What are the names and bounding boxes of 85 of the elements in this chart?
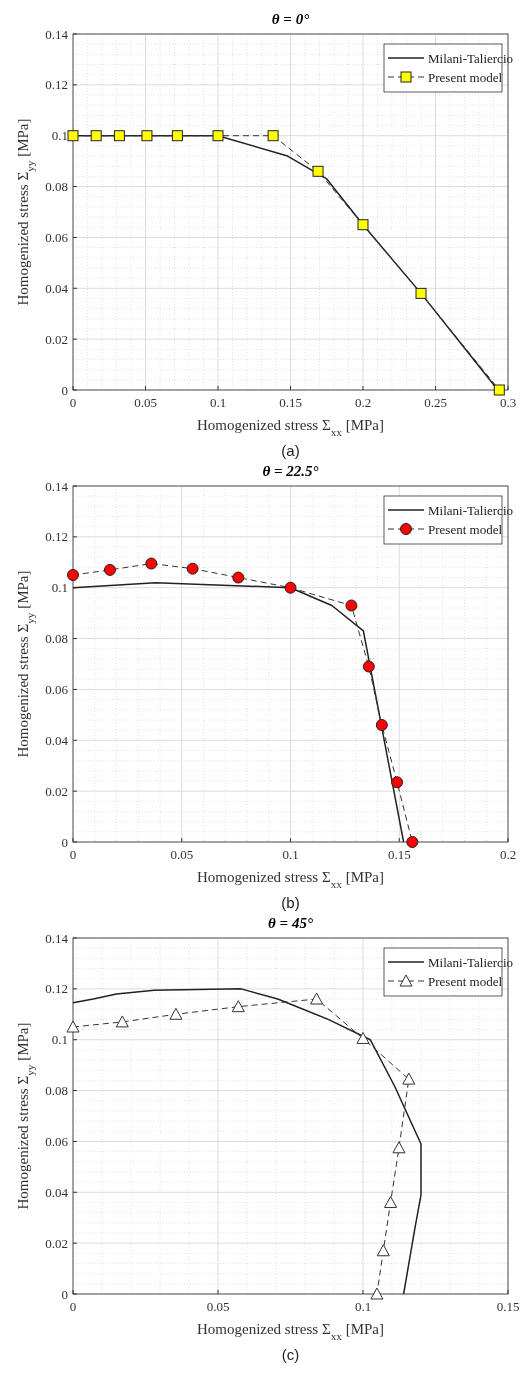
point <box>406 836 419 848</box>
y-tick-label: 0.14 <box>45 478 69 494</box>
point <box>362 660 375 673</box>
text: (b) <box>281 894 300 911</box>
x-axis-title: Homogenized stress Σ$_{xx}$ [MPa] <box>196 869 385 890</box>
legend-label: Milani-Taliercio <box>428 50 514 66</box>
x-axis-title: Homogenized stress Σ$_{xx}$ [MPa] <box>196 1321 385 1342</box>
point <box>67 569 79 581</box>
point <box>171 130 183 142</box>
point <box>141 130 153 142</box>
y-tick-label: 0 <box>61 834 68 850</box>
y-tick-label: 0 <box>61 382 68 398</box>
x-tick-label: 0.15 <box>496 1299 520 1314</box>
point <box>415 287 427 299</box>
chart-title: θ = 22.5° <box>262 463 319 479</box>
y-tick-label: 0.04 <box>45 1184 69 1200</box>
point <box>90 130 102 142</box>
legend-label: Present model <box>428 521 503 537</box>
point <box>375 719 388 732</box>
point <box>113 130 125 142</box>
y-tick-label: 0.04 <box>45 280 69 296</box>
y-tick-label: 0.04 <box>45 732 69 748</box>
y-tick-label: 0.06 <box>45 681 69 697</box>
point <box>356 1031 370 1044</box>
point <box>312 165 324 177</box>
chart-title: θ = 45° <box>268 915 313 931</box>
x-tick-label: 0.15 <box>387 847 411 862</box>
y-tick-label: 0.12 <box>45 77 68 93</box>
y-tick-label: 0 <box>61 1286 68 1302</box>
point <box>357 219 369 231</box>
x-tick-label: 0.1 <box>282 847 299 862</box>
y-tick-label: 0.1 <box>51 1032 68 1048</box>
x-axis-title: Homogenized stress Σ$_{xx}$ [MPa] <box>196 417 385 438</box>
y-tick-label: 0.1 <box>51 128 68 144</box>
point <box>267 130 279 142</box>
y-tick-label: 0.06 <box>45 229 69 245</box>
point <box>493 384 505 396</box>
point <box>391 776 404 789</box>
x-tick-label: 0.05 <box>134 395 157 410</box>
x-tick-label: 0.2 <box>499 847 517 862</box>
point <box>212 130 224 142</box>
legend-label: Milani-Taliercio <box>428 502 514 518</box>
legend-label: Present model <box>428 973 503 989</box>
y-tick-label: 0.14 <box>45 26 69 42</box>
x-tick-label: 0.1 <box>354 1299 372 1314</box>
point <box>384 1195 398 1208</box>
y-tick-label: 0.06 <box>45 1133 69 1149</box>
x-tick-label: 0.3 <box>499 395 517 410</box>
point <box>392 1141 406 1154</box>
y-tick-label: 0.08 <box>45 179 68 195</box>
x-tick-label: 0.05 <box>170 847 194 862</box>
point <box>232 571 245 584</box>
point <box>370 1287 384 1300</box>
text: (a) <box>281 442 300 459</box>
legend-label: Present model <box>428 69 503 85</box>
point <box>231 1000 245 1013</box>
point <box>310 992 324 1005</box>
x-tick-label: 0.25 <box>424 395 447 410</box>
point <box>115 1015 129 1028</box>
y-tick-label: 0.12 <box>45 981 68 997</box>
point <box>402 1072 416 1085</box>
y-tick-label: 0.14 <box>45 930 69 946</box>
x-tick-label: 0.2 <box>354 395 372 410</box>
x-tick-label: 0.15 <box>279 395 302 410</box>
point <box>145 557 158 570</box>
y-tick-label: 0.02 <box>45 331 68 347</box>
point <box>67 130 79 142</box>
y-tick-label: 0.08 <box>45 1083 68 1099</box>
point <box>186 562 199 575</box>
y-tick-label: 0.08 <box>45 631 68 647</box>
y-tick-label: 0.1 <box>51 580 68 596</box>
point <box>376 1244 390 1257</box>
x-tick-label: 0.1 <box>209 395 227 410</box>
x-tick-label: 0.05 <box>206 1299 230 1314</box>
y-tick-label: 0.12 <box>45 529 68 545</box>
point <box>169 1007 183 1020</box>
y-tick-label: 0.02 <box>45 1235 68 1251</box>
point <box>103 563 116 576</box>
chart-title: θ = 0° <box>271 11 310 27</box>
y-tick-label: 0.02 <box>45 783 68 799</box>
point <box>345 599 358 612</box>
point <box>66 1020 80 1033</box>
text: (c) <box>281 1346 300 1363</box>
point <box>284 581 297 594</box>
legend-label: Milani-Taliercio <box>428 954 514 970</box>
